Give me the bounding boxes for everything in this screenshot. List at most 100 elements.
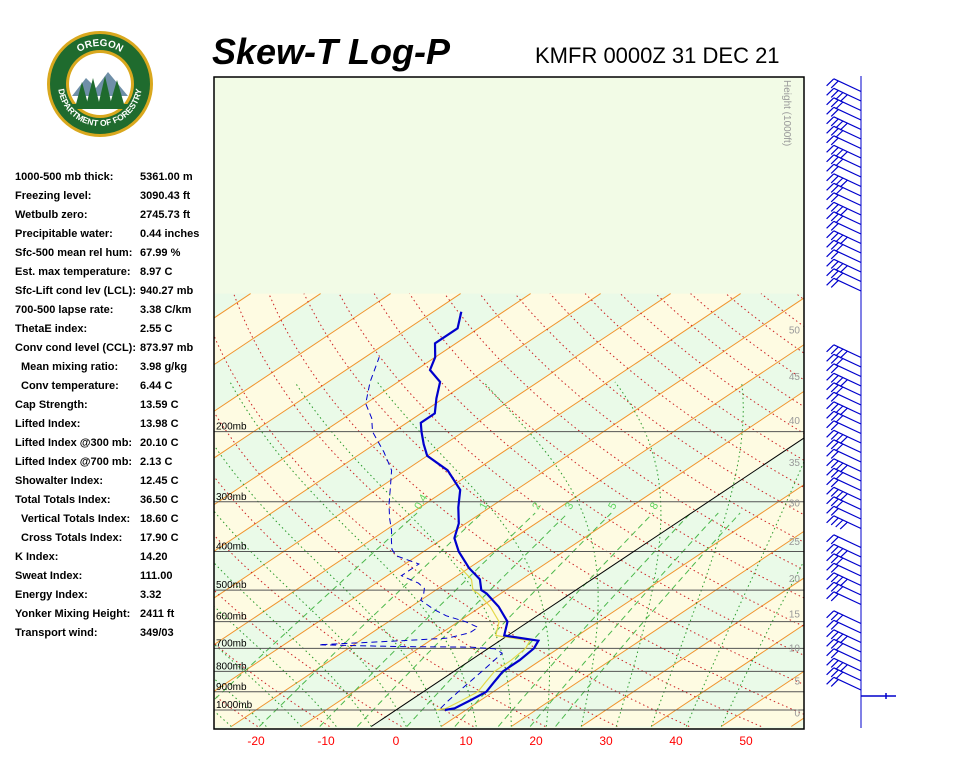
dewpoint-profile [318,357,504,709]
wind-barb-feather [839,379,848,388]
index-value: 0.44 inches [140,228,200,240]
moist-adiabat [294,381,512,727]
wind-barb-feather [826,439,835,448]
isotherm-line [300,390,804,727]
index-label: Cap Strength: [15,399,88,411]
wind-barb-feather [830,194,839,203]
wind-barb-feather [830,108,839,117]
mixing-ratio-label: 5 [606,500,619,511]
index-value: 36.50 C [140,494,179,506]
dry-adiabat [444,293,804,571]
wind-barb [833,515,862,530]
wind-barb [833,448,862,463]
wind-barb-feather [839,521,848,530]
wind-barb [833,344,862,359]
pressure-label: 600mb [216,612,247,623]
isotherm-line [230,344,804,727]
wind-barb-feather [839,122,848,131]
wind-barb-feather [830,232,839,241]
height-tick-label: 30 [789,498,801,509]
oregon-forestry-logo: OREGON DEPARTMENT OF FORESTRY [47,31,153,137]
wind-barb-feather [835,472,844,480]
wind-barb-feather [826,515,835,524]
wind-barb-feather [835,158,844,167]
wind-barb-feather [830,574,839,583]
wind-barb-feather [839,179,848,188]
wind-barb-feather [830,678,839,687]
pressure-label: 300mb [216,492,247,503]
height-tick-label: 10 [789,644,801,655]
index-row: K Index: 14.20 [15,548,215,567]
wind-barb [833,135,862,150]
moist-adiabat [720,560,804,727]
wind-barb [833,277,862,292]
wind-barb-feather [830,450,839,459]
height-tick-label: 20 [789,574,801,585]
wind-barb-feather [830,80,839,89]
wind-barb-feather [839,436,848,445]
wind-barb [833,144,862,159]
wind-barb-feather [839,550,848,559]
index-row: Lifted Index: 13.98 C [15,415,215,434]
mixing-ratio-line [555,512,741,727]
wind-barb-feather [830,412,839,421]
isotherm-line [214,297,804,692]
wind-barb-feather [826,458,835,467]
wind-barb-feather [826,486,835,495]
wind-barb-feather [830,612,839,621]
wind-barb-feather [830,203,839,212]
height-tick-label: 15 [789,609,801,620]
wind-barb-feather [826,667,835,676]
wind-barb-feather [826,220,835,229]
wind-barb-feather [830,441,839,450]
wind-barb-feather [839,464,848,473]
index-value: 873.97 mb [140,342,194,354]
wind-barb-feather [839,151,848,160]
temperature-tick-label: 20 [529,734,543,748]
wind-barb [833,534,862,549]
isotherm-band [214,293,804,692]
height-tick-label: 25 [789,537,801,548]
index-label: Yonker Mixing Height: [15,608,131,620]
wind-barb [833,496,862,511]
wind-barb [833,391,862,406]
wind-barb [833,410,862,425]
wind-barb-feather [826,648,835,657]
wind-barb-feather [830,545,839,554]
index-value: 111.00 [140,570,173,582]
wind-barb-feather [835,614,844,623]
index-row: Mean mixing ratio: 3.98 g/kg [15,358,215,377]
wind-barb-feather [830,669,839,678]
index-label: Est. max temperature: [15,266,131,278]
wind-barb-feather [835,662,844,670]
index-row: Yonker Mixing Height: 2411 ft [15,605,215,624]
index-label: Cross Totals Index: [21,532,123,544]
wind-barb [833,458,862,473]
wind-barb [833,420,862,435]
wind-barb [833,211,862,226]
wind-barb-feather [835,101,844,110]
index-value: 12.45 C [140,475,179,487]
height-tick-label: 0 [794,708,800,719]
isotherm-line [214,293,741,646]
index-row: Lifted Index @300 mb: 20.10 C [15,434,215,453]
wind-barb-feather [835,177,844,186]
wind-barb-feather [835,633,844,642]
wind-barb-feather [826,372,835,381]
wind-barb [833,486,862,501]
wind-barb-feather [830,374,839,383]
wind-barb [833,505,862,520]
wind-barb-feather [826,163,835,172]
wind-barb-feather [835,263,844,271]
wind-barb-feather [835,215,844,224]
wind-barb-feather [826,467,835,476]
index-value: 67.99 % [140,247,181,259]
wind-barb-feather [835,244,844,252]
height-axis-label: Height (1000ft) [781,80,792,146]
index-row: Sfc-Lift cond lev (LCL): 940.27 mb [15,282,215,301]
index-label: Vertical Totals Index: [21,513,131,525]
dry-adiabat [268,293,804,715]
wind-barb-feather [826,125,835,134]
